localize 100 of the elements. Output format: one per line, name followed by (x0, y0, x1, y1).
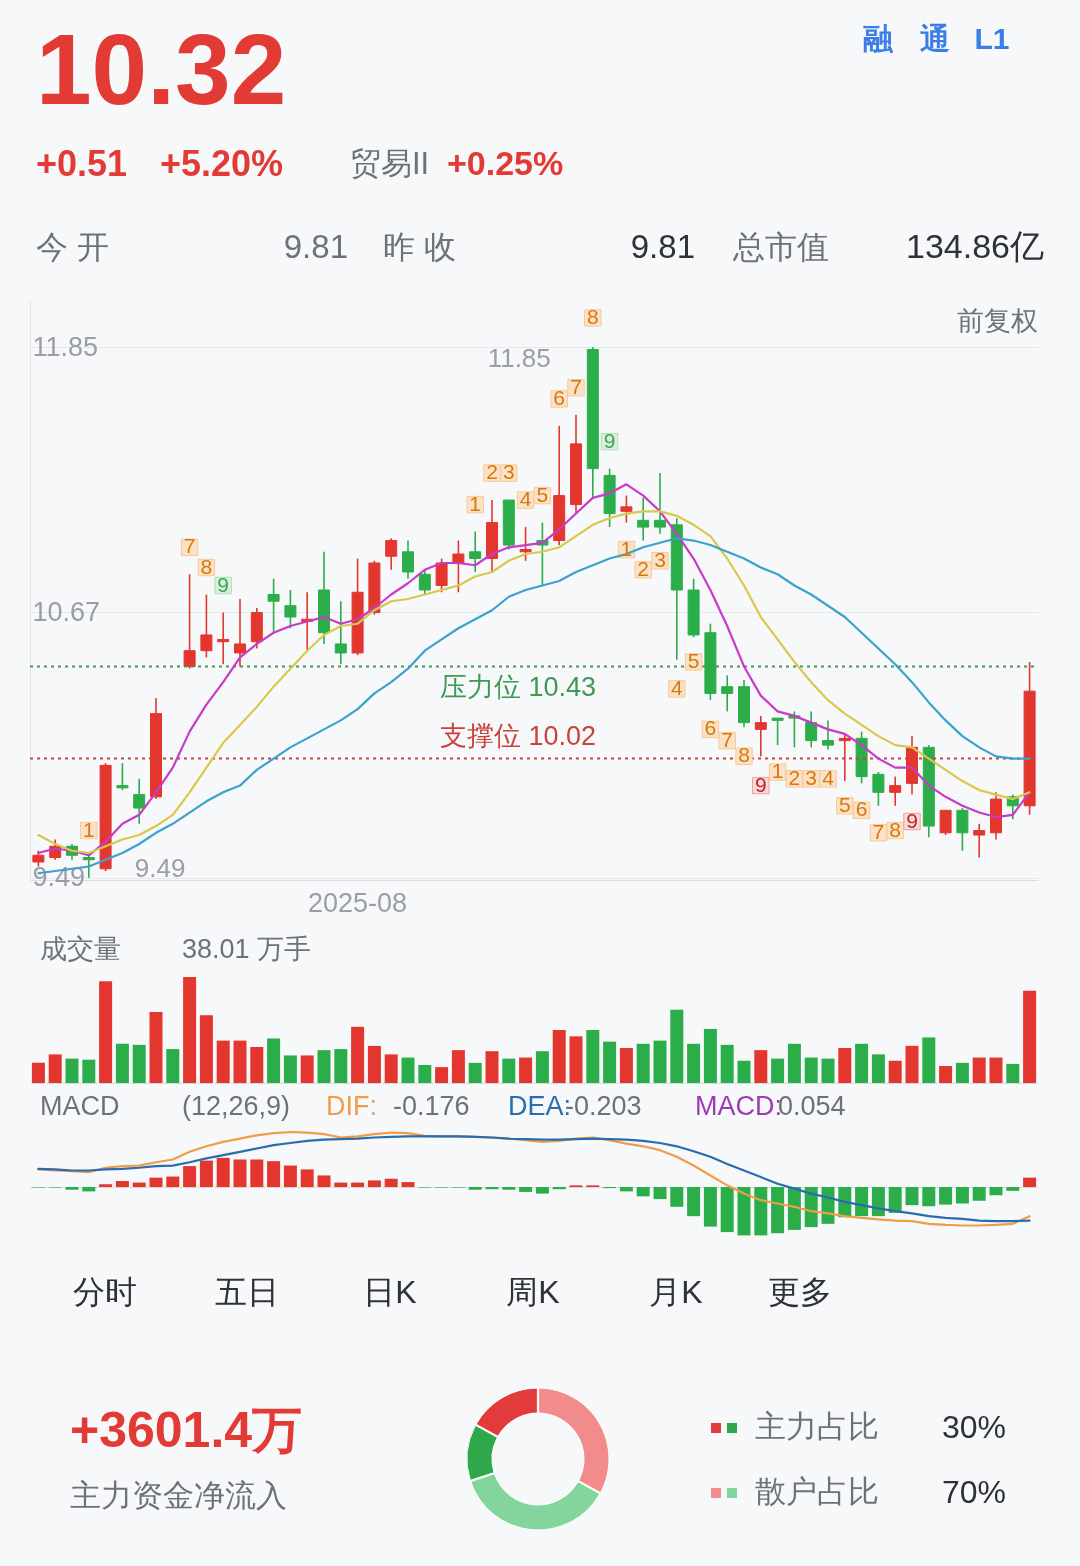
bar (233, 1159, 247, 1187)
text: 日K (363, 1274, 417, 1310)
series-label: 3 (502, 460, 515, 484)
bar (922, 1187, 936, 1207)
bar (132, 1182, 146, 1187)
bar (317, 1175, 331, 1187)
series-label: 1 (82, 817, 95, 841)
text: 总市值 (732, 229, 829, 265)
candlestick (284, 589, 297, 630)
candlestick (133, 778, 146, 825)
bar (888, 1187, 902, 1213)
bar (233, 1040, 247, 1083)
ref-line-label: 支撑位 10.02 (440, 720, 597, 751)
bar (183, 1166, 197, 1187)
chart-title: 成交量 (40, 934, 121, 964)
bar (519, 1187, 533, 1192)
bar (82, 1059, 96, 1083)
candlestick (754, 715, 767, 758)
bar (351, 1182, 365, 1187)
bar (65, 1058, 79, 1083)
bar (334, 1182, 348, 1187)
bar (1023, 1177, 1037, 1187)
bar (502, 1187, 516, 1190)
text: 周K (506, 1274, 560, 1310)
bar (955, 1062, 969, 1083)
candlestick (889, 775, 902, 807)
bar (99, 981, 113, 1083)
bar (435, 1067, 449, 1083)
text: 4 (822, 765, 834, 789)
bar (972, 1057, 986, 1083)
text: 8 (738, 743, 750, 767)
bar (367, 1180, 381, 1187)
bar (838, 1048, 852, 1083)
text: 1 (469, 491, 482, 515)
bar (972, 1187, 986, 1201)
candlestick (637, 497, 650, 542)
x-tick-label: 2025-08 (308, 887, 408, 918)
bar (888, 1060, 902, 1083)
candlestick (116, 762, 129, 791)
text: 五日 (215, 1274, 279, 1310)
bar (821, 1058, 835, 1083)
series-label: 5 (536, 482, 549, 506)
bar (603, 1041, 617, 1083)
candlestick (620, 494, 633, 524)
bar (283, 1055, 297, 1083)
bar (939, 1187, 953, 1205)
annotation: 9.49 (134, 852, 186, 883)
bar (468, 1062, 482, 1083)
bar (267, 1161, 281, 1187)
text: 7 (183, 534, 196, 558)
text: 2 (788, 765, 801, 789)
bar (401, 1182, 415, 1187)
bar (989, 1187, 1003, 1196)
text: 9 (603, 428, 616, 452)
text: 134.86亿 (906, 227, 1044, 265)
legend-label: 主力占比 (755, 1409, 879, 1444)
y-tick-label: 9.49 (32, 862, 86, 893)
bar (317, 1050, 331, 1083)
bar (636, 1187, 650, 1197)
series-label: 2 (486, 460, 498, 484)
text: 8 (586, 304, 599, 328)
bar (451, 1050, 465, 1083)
bar (804, 1057, 818, 1083)
candlestick (217, 611, 230, 665)
text: 7 (872, 819, 885, 843)
bar (670, 1009, 684, 1083)
bar (283, 1165, 297, 1187)
text: 2 (637, 556, 650, 580)
candlestick (200, 593, 213, 659)
bar (149, 1011, 163, 1083)
bar (771, 1187, 785, 1234)
text: 30% (942, 1409, 1007, 1445)
bar (149, 1177, 163, 1187)
candlestick (973, 823, 986, 859)
ref-line-label: 压力位 10.43 (440, 672, 597, 703)
text: 9.81 (283, 228, 348, 265)
bar (569, 1036, 583, 1083)
bar (535, 1187, 549, 1194)
bar (619, 1187, 633, 1192)
bar (384, 1178, 398, 1187)
candlestick (234, 598, 246, 668)
bar (905, 1045, 919, 1083)
bar (939, 1066, 953, 1083)
bar (334, 1049, 348, 1083)
bar (636, 1043, 650, 1083)
candlestick (721, 674, 734, 713)
bar (720, 1044, 734, 1083)
annotation: 前复权 (957, 306, 1038, 336)
series-label: 6 (704, 716, 717, 740)
bar (300, 1169, 314, 1187)
bar (199, 1015, 213, 1083)
bar (48, 1054, 62, 1083)
bar (871, 1187, 885, 1217)
bar (502, 1058, 516, 1083)
bar (115, 1043, 129, 1083)
y-tick-label: 11.85 (32, 331, 99, 362)
candlestick (838, 733, 851, 782)
candlestick (805, 710, 818, 749)
text: 9 (906, 808, 918, 832)
candlestick (822, 719, 834, 751)
